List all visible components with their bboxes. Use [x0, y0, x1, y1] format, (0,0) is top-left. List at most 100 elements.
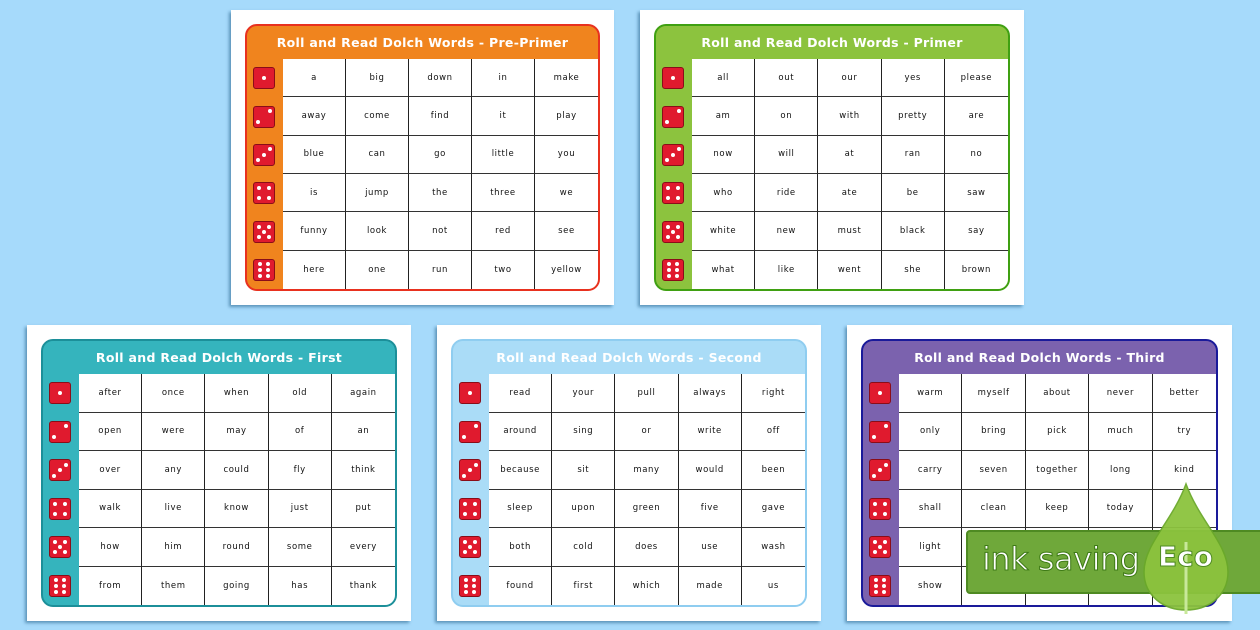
- word-cell: like: [755, 250, 819, 289]
- word-cell: sing: [552, 412, 616, 451]
- word-cell: now: [692, 135, 756, 174]
- word-cell: will: [755, 135, 819, 174]
- word-cell: when: [205, 374, 269, 413]
- word-cell: saw: [944, 174, 1008, 213]
- word-cell: much: [1089, 412, 1153, 451]
- word-cell: look: [346, 212, 409, 251]
- word-cell: it: [472, 97, 535, 136]
- word-cell: just: [268, 489, 332, 528]
- word-cell: them: [142, 566, 206, 605]
- die-face-1-icon: [49, 382, 71, 405]
- word-cell: play: [535, 97, 598, 136]
- word-cell: go: [409, 135, 472, 174]
- word-cell: once: [142, 374, 206, 413]
- die-face-2-icon: [459, 420, 481, 443]
- word-cell: light: [899, 528, 963, 567]
- die-face-3-icon: [662, 143, 684, 166]
- die-face-2-icon: [49, 420, 71, 443]
- word-cell: went: [818, 250, 882, 289]
- word-cell: found: [489, 566, 553, 605]
- word-cell: again: [331, 374, 395, 413]
- word-cell: yellow: [551, 264, 582, 275]
- word-cell: with: [818, 97, 882, 136]
- word-cell: in: [472, 59, 535, 98]
- word-cell: know: [205, 489, 269, 528]
- word-cell: better: [1152, 374, 1216, 413]
- word-cell: wash: [741, 528, 805, 567]
- die-face-5-icon: [49, 536, 71, 559]
- word-cell: can: [346, 135, 409, 174]
- word-cell: would: [678, 451, 742, 490]
- die-face-4-icon: [869, 497, 891, 520]
- word-cell: both: [489, 528, 553, 567]
- word-cell: show: [899, 566, 963, 605]
- word-cell: been: [741, 451, 805, 490]
- game-board: Roll and Read Dolch Words - Second read yo…: [451, 339, 807, 607]
- die-face-1-icon: [253, 67, 275, 90]
- word-cell: say: [944, 212, 1008, 251]
- dice-column: [43, 374, 79, 605]
- word-cell: after: [79, 374, 143, 413]
- word-cell: round: [205, 528, 269, 567]
- word-cell: read: [489, 374, 553, 413]
- word-cell: the: [409, 173, 472, 213]
- word-cell: of: [268, 412, 332, 451]
- board-title: Roll and Read Dolch Words - Primer: [701, 35, 963, 50]
- word-cell: made: [679, 566, 742, 605]
- word-cell: warm: [899, 374, 963, 413]
- word-cell: must: [818, 212, 882, 251]
- word-cell: new: [755, 212, 819, 251]
- word-cell: how: [79, 528, 143, 567]
- word-cell: does: [615, 528, 679, 567]
- word-cell: two: [472, 250, 535, 289]
- eco-label: Eco: [1158, 540, 1214, 574]
- word-cell: may: [205, 412, 269, 451]
- board-title: Roll and Read Dolch Words - First: [95, 350, 343, 365]
- die-face-4-icon: [662, 182, 684, 205]
- word-cell: here: [283, 250, 346, 289]
- word-cell: off: [741, 413, 805, 451]
- die-face-1-icon: [459, 382, 481, 405]
- die-face-6-icon: [869, 574, 891, 597]
- die-face-6-icon: [253, 258, 275, 281]
- die-face-5-icon: [869, 536, 891, 559]
- die-face-4-icon: [459, 497, 481, 520]
- die-face-6-icon: [662, 258, 684, 281]
- dice-column: [453, 374, 489, 605]
- word-grid: after once when old again open were may of an over…: [79, 374, 395, 605]
- word-cell: think: [331, 451, 395, 490]
- word-cell: sleep: [489, 489, 553, 528]
- word-cell: today: [1089, 489, 1153, 528]
- word-cell: upon: [552, 489, 616, 528]
- word-cell: pretty: [881, 97, 945, 136]
- dice-column: [247, 59, 283, 289]
- word-cell: pick: [1025, 412, 1090, 451]
- word-cell: green: [615, 489, 679, 528]
- word-cell: thank: [349, 580, 378, 591]
- word-cell: five: [678, 489, 742, 528]
- word-cell: we: [535, 174, 598, 213]
- word-cell: first: [552, 566, 616, 605]
- word-cell: around: [489, 412, 553, 451]
- word-cell: old: [268, 374, 332, 413]
- word-cell: your: [552, 374, 616, 413]
- die-face-3-icon: [459, 459, 481, 482]
- word-cell: seven: [962, 451, 1026, 490]
- word-cell: little: [472, 135, 535, 174]
- word-cell: about: [1025, 374, 1090, 413]
- word-cell: keep: [1025, 489, 1090, 528]
- word-cell: myself: [962, 374, 1026, 413]
- word-grid: all out our yes please am on with pretty are now wi…: [692, 59, 1008, 289]
- word-cell: a: [283, 59, 346, 98]
- word-cell: could: [205, 451, 269, 490]
- die-face-1-icon: [662, 67, 684, 90]
- word-cell: no: [944, 136, 1008, 174]
- word-cell: run: [409, 250, 472, 289]
- die-face-3-icon: [49, 459, 71, 482]
- word-cell: live: [142, 489, 206, 528]
- word-cell: ran: [881, 135, 945, 174]
- word-cell: yes: [881, 59, 945, 98]
- word-cell: big: [346, 59, 409, 98]
- die-face-3-icon: [253, 143, 275, 166]
- word-cell: together: [1025, 451, 1090, 490]
